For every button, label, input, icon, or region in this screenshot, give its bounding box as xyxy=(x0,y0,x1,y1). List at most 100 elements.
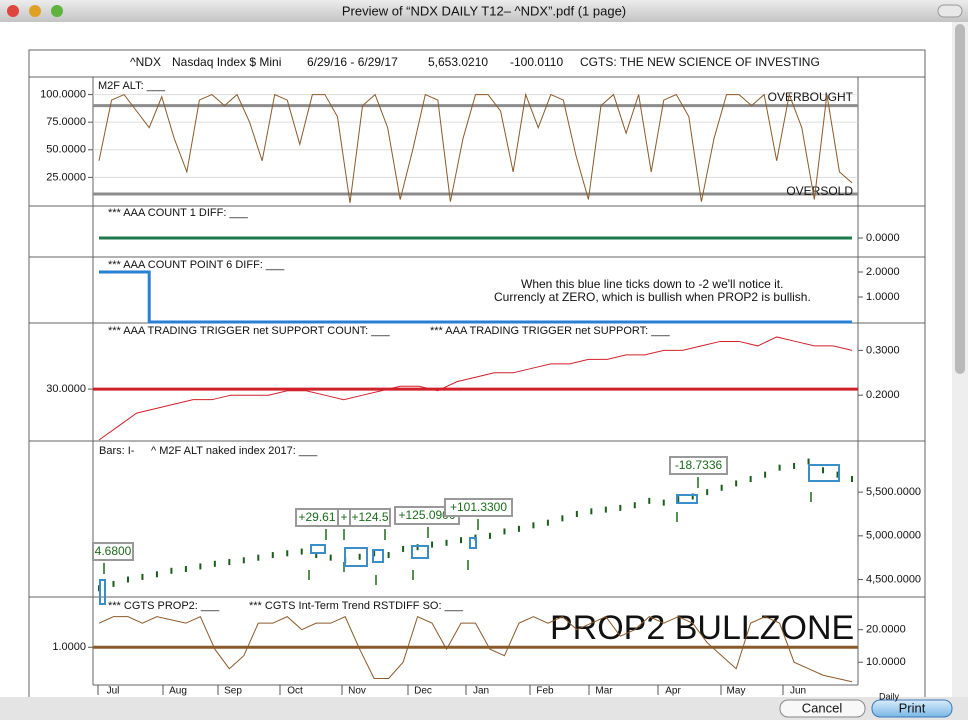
panel-label: Bars: I- xyxy=(99,445,135,457)
y-tick-label: 30.0000 xyxy=(46,383,86,395)
x-tick-label: May xyxy=(727,686,746,697)
y2-tick-label: 0.0000 xyxy=(866,232,900,244)
price-bar xyxy=(257,554,260,561)
scroll-thumb[interactable] xyxy=(955,24,965,374)
header-text: 6/29/16 - 6/29/17 xyxy=(307,55,398,69)
price-bar xyxy=(199,563,202,570)
annotation: + xyxy=(340,510,347,524)
x-tick-label: Nov xyxy=(348,686,366,697)
minimize-button[interactable] xyxy=(29,5,41,17)
price-bar xyxy=(431,541,434,548)
price-bar xyxy=(575,510,578,517)
window-title: Preview of “NDX DAILY T12– ^NDX”.pdf (1 … xyxy=(342,3,626,18)
x-tick-label: Sep xyxy=(224,686,242,697)
price-bar xyxy=(851,476,853,483)
signal-box xyxy=(344,547,368,567)
annotation: +101.3300 xyxy=(450,500,507,514)
print-button[interactable] xyxy=(871,699,953,718)
cancel-button[interactable] xyxy=(779,699,866,718)
y2-tick-label: 5,500.0000 xyxy=(866,486,921,498)
panel-label: Currencly at ZERO, which is bullish when… xyxy=(494,290,811,304)
price-bar xyxy=(170,567,173,574)
price-bar xyxy=(677,496,680,503)
price-bar xyxy=(387,552,390,559)
y2-tick-label: 0.2000 xyxy=(866,389,900,401)
annotation: -18.7336 xyxy=(675,458,723,472)
y-tick-label: 1.0000 xyxy=(52,641,86,653)
price-bar xyxy=(735,480,738,487)
price-bar xyxy=(315,552,318,559)
price-bar xyxy=(271,552,274,559)
signal-box xyxy=(411,545,429,559)
series-line xyxy=(99,270,852,324)
price-bar xyxy=(184,566,187,573)
price-bar xyxy=(807,458,810,465)
y-tick-label: 25.0000 xyxy=(46,171,86,183)
price-bar xyxy=(358,553,361,560)
panel-label: *** AAA COUNT 1 DIFF: ___ xyxy=(108,207,249,219)
header-text: 5,653.0210 xyxy=(428,55,488,69)
series-line xyxy=(98,92,853,203)
annotation-box xyxy=(92,542,134,561)
annotation: +125.0900 xyxy=(398,508,455,522)
y2-tick-label: 5,000.0000 xyxy=(866,530,921,542)
y-tick-label: 75.0000 xyxy=(46,116,86,128)
price-bar xyxy=(749,476,752,483)
signal-box xyxy=(469,537,477,549)
y2-tick-label: 20.0000 xyxy=(866,624,906,636)
price-bar xyxy=(764,471,767,478)
price-bar xyxy=(416,544,419,551)
toolbar-toggle[interactable] xyxy=(937,4,963,18)
y-tick-label: 50.0000 xyxy=(46,144,86,156)
header-text: ^NDX xyxy=(130,55,161,69)
price-bar xyxy=(445,539,448,546)
panel-label: *** AAA COUNT POINT 6 DIFF: ___ xyxy=(108,259,285,271)
price-bar xyxy=(590,508,593,515)
price-bar xyxy=(460,537,463,544)
y2-tick-label: 2.0000 xyxy=(866,266,900,278)
annotation-box xyxy=(669,456,728,475)
panel-label: When this blue line ticks down to -2 we'… xyxy=(521,277,783,291)
axis-footer: Daily xyxy=(879,691,900,701)
signal-box xyxy=(310,544,326,554)
y-tick-label: 100.0000 xyxy=(40,88,86,100)
price-bar xyxy=(561,515,564,522)
price-bar xyxy=(648,497,651,504)
series-line xyxy=(98,615,853,683)
price-bar xyxy=(141,573,144,580)
x-tick-label: Jan xyxy=(473,686,489,697)
panel-label: *** CGTS PROP2: ___ xyxy=(108,600,220,612)
price-bar xyxy=(604,506,607,513)
price-bar xyxy=(300,548,303,555)
bottom-bar xyxy=(0,697,968,720)
price-bar xyxy=(517,525,520,532)
close-button[interactable] xyxy=(7,5,19,17)
panel-label: ^ M2F ALT naked index 2017: ___ xyxy=(151,445,318,457)
price-bar xyxy=(778,464,781,471)
zoom-button[interactable] xyxy=(51,5,63,17)
panel-label: OVERBOUGHT xyxy=(768,90,854,104)
title-bar xyxy=(0,0,968,22)
header-text: Nasdaq Index $ Mini xyxy=(172,55,281,69)
panel-label: M2F ALT: ___ xyxy=(98,80,166,92)
annotation-box xyxy=(444,498,513,517)
x-tick-label: Dec xyxy=(414,686,432,697)
print-label: Print xyxy=(899,700,926,715)
price-bar xyxy=(633,502,636,509)
annotation: +124.5 xyxy=(351,510,388,524)
price-bar xyxy=(836,471,839,478)
annotation: +29.61 xyxy=(298,510,335,524)
price-bar xyxy=(662,499,665,506)
signal-box xyxy=(372,549,384,563)
annotation-box xyxy=(349,508,391,527)
panel-label: *** CGTS Int-Term Trend RSTDIFF SO: ___ xyxy=(249,600,464,612)
x-tick-label: Feb xyxy=(536,686,554,697)
signal-box xyxy=(99,579,106,605)
panel-label: PROP2 BULLZONE xyxy=(550,609,854,647)
y2-tick-label: 4,500.0000 xyxy=(866,573,921,585)
price-bar xyxy=(503,528,506,535)
signal-box xyxy=(808,464,840,482)
header-text: CGTS: THE NEW SCIENCE OF INVESTING xyxy=(580,55,820,69)
price-bar xyxy=(822,467,825,474)
